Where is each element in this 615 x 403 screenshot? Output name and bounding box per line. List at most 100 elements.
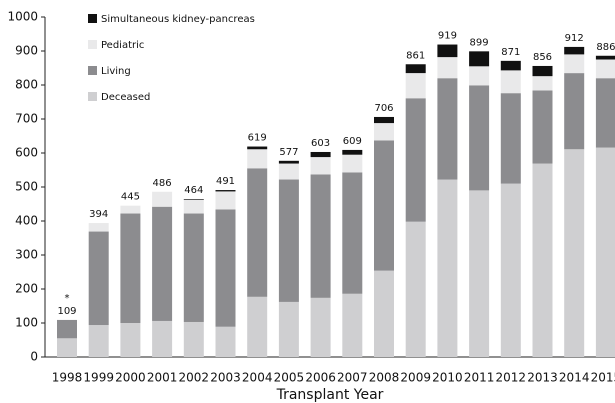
bar-segment [278,301,299,357]
bar-segment [183,321,204,357]
total-label: 109 [57,306,76,317]
bar-segment [500,93,521,184]
total-label: 871 [501,47,520,58]
x-tick-label: 2006 [305,371,336,385]
bar-segment [88,325,109,357]
x-tick-label: 2009 [400,371,431,385]
bar-segment [405,73,426,99]
bar-segment [278,179,299,302]
bar-segment [57,338,77,357]
legend-swatch [88,92,97,101]
bar-segment [374,116,394,124]
bar-segment [342,172,363,294]
bar-segment [278,163,299,180]
bar-segment [183,199,204,200]
bar-segment [469,190,490,357]
bar-segment [247,296,268,357]
bar-segment [564,73,585,150]
x-tick-label: 1998 [52,371,83,385]
bar-segment [532,163,553,357]
total-label: 919 [438,31,457,42]
bar-segment [374,140,394,271]
x-tick-label: 2008 [369,371,400,385]
bar-segment [532,90,553,164]
bar-segment [437,44,458,58]
bar-segment [310,157,331,175]
x-tick-label: 2011 [464,371,495,385]
bar-segment [183,199,204,214]
bar-segment [564,54,585,74]
bar-segment [437,57,458,79]
x-tick-label: 2007 [337,371,368,385]
bar-segment [215,191,236,210]
total-label: 706 [374,103,393,114]
bar-segment [500,70,521,94]
bar-segment [564,149,585,357]
x-tick-label: 2004 [242,371,273,385]
bar-segment [374,270,394,357]
legend-label: Living [101,66,131,77]
total-label: 619 [248,133,267,144]
bar-segment [120,213,141,323]
bar-segment [564,46,585,55]
bar-segment [183,213,204,322]
bar-segment [88,231,109,326]
y-tick-label: 400 [15,214,38,228]
total-label: 486 [153,178,172,189]
x-axis-title: Transplant Year [276,387,384,403]
x-tick-label: 2000 [115,371,146,385]
x-tick-label: 1999 [83,371,114,385]
bar-segment [57,319,77,339]
total-label: 445 [121,192,140,203]
bar-segment [247,149,268,169]
x-tick-label: 2015 [591,371,615,385]
bar-segment [500,60,521,71]
bar-segment [152,320,173,357]
bar-segment [215,326,236,357]
bar-segment [595,59,615,79]
total-label: 491 [216,176,235,187]
total-label: 856 [533,52,552,63]
y-tick-label: 300 [15,248,38,262]
bar-segment [374,123,394,141]
y-tick-label: 1000 [7,10,38,24]
total-label: 609 [343,136,362,147]
total-label: 394 [89,209,108,220]
bar-segment [342,293,363,357]
bar-segment [88,223,109,232]
bar-segment [405,64,426,74]
total-label: 861 [406,50,425,61]
bar-segment [120,205,141,214]
legend-label: Deceased [101,92,150,103]
y-tick-label: 200 [15,282,38,296]
bar-segment [532,76,553,91]
y-tick-label: 600 [15,146,38,160]
y-tick-label: 900 [15,44,38,58]
x-tick-label: 2013 [527,371,558,385]
annotation: * [65,293,70,304]
bar-segment [532,65,553,77]
x-tick-label: 2014 [559,371,590,385]
x-tick-label: 2010 [432,371,463,385]
total-label: 886 [596,42,615,53]
x-tick-label: 2001 [147,371,178,385]
bar-segment [342,149,363,155]
bar-segment [405,221,426,357]
x-tick-label: 2002 [179,371,210,385]
bar-segment [247,146,268,150]
legend-swatch [88,14,97,23]
bar-segment [469,66,490,86]
x-tick-label: 2005 [274,371,305,385]
bar-segment [215,209,236,327]
legend-label: Simultaneous kidney-pancreas [101,14,255,25]
bar-segment [595,78,615,148]
bar-segment [247,168,268,297]
bar-segment [437,78,458,180]
total-label: 912 [565,33,584,44]
bar-segment [215,190,236,192]
x-tick-label: 2012 [496,371,527,385]
y-tick-label: 500 [15,180,38,194]
bar-segment [342,154,363,173]
bar-segment [469,51,490,67]
